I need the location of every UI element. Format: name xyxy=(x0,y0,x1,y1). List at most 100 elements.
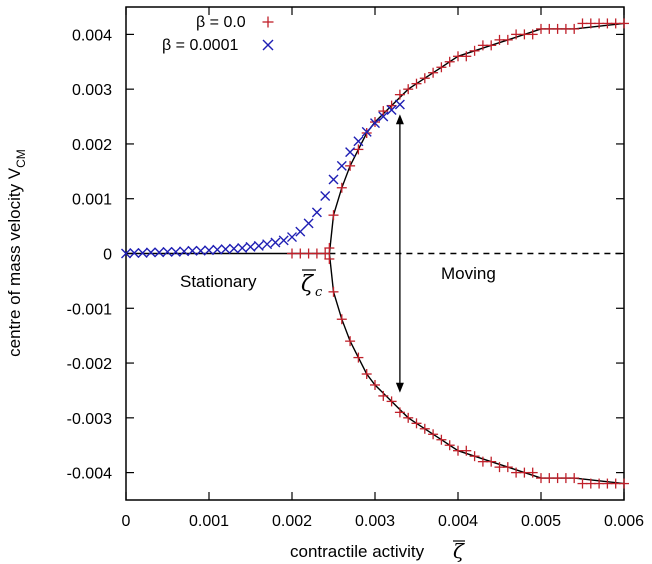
data-point-beta-00001 xyxy=(287,232,297,243)
data-point-beta-0 xyxy=(428,67,439,78)
data-point-beta-0 xyxy=(361,369,372,380)
data-point-beta-00001 xyxy=(295,226,306,237)
data-point-beta-0 xyxy=(336,314,347,325)
data-point-beta-00001 xyxy=(353,136,364,147)
data-point-beta-0 xyxy=(370,379,380,390)
y-axis-label-text: centre of mass velocity V xyxy=(5,167,24,357)
data-point-beta-00001 xyxy=(270,237,281,248)
data-point-beta-0 xyxy=(486,40,497,51)
data-point-beta-00001 xyxy=(170,246,181,257)
x-tick-label: 0.001 xyxy=(189,513,229,530)
y-tick-label: 0.003 xyxy=(72,82,112,99)
data-point-beta-00001 xyxy=(204,245,214,256)
legend: β = 0.0 β = 0.0001 xyxy=(162,14,274,54)
y-tick-label: -0.004 xyxy=(67,466,112,483)
data-point-beta-0 xyxy=(486,456,497,467)
data-point-beta-00001 xyxy=(245,241,256,252)
data-point-beta-00001 xyxy=(394,99,405,110)
data-point-beta-0 xyxy=(569,23,580,34)
y-axis-label-subscript: CM xyxy=(14,149,28,168)
data-point-beta-0 xyxy=(569,473,580,484)
data-point-beta-0 xyxy=(403,84,414,95)
data-point-beta-00001 xyxy=(262,239,273,250)
data-point-beta-0 xyxy=(386,396,397,407)
data-point-beta-0 xyxy=(436,62,447,73)
data-point-beta-0 xyxy=(411,418,422,429)
data-point-beta-0 xyxy=(345,160,356,171)
data-point-beta-00001 xyxy=(278,235,289,246)
data-point-beta-00001 xyxy=(237,243,248,254)
x-tick-label: 0.005 xyxy=(521,513,561,530)
y-axis-ticks: -0.004 -0.003 -0.002 -0.001 0 0.001 0.002 0.003… xyxy=(67,27,624,483)
data-point-beta-0 xyxy=(378,106,389,117)
y-tick-label: 0.002 xyxy=(72,137,112,154)
data-point-beta-0 xyxy=(619,18,629,29)
data-point-beta-0 xyxy=(345,336,356,347)
data-point-beta-00001 xyxy=(328,174,339,185)
data-point-beta-0 xyxy=(428,429,439,440)
x-axis-label: contractile activity ζ xyxy=(290,539,465,563)
y-tick-label: 0.001 xyxy=(72,192,112,209)
data-point-beta-0 xyxy=(336,182,347,193)
data-point-beta-00001 xyxy=(370,118,380,129)
data-point-beta-0 xyxy=(444,440,455,451)
data-point-beta-0 xyxy=(386,100,397,111)
data-point-beta-00001 xyxy=(187,245,198,256)
stationary-label: Stationary xyxy=(180,272,257,291)
y-tick-label: 0 xyxy=(103,247,112,264)
data-point-beta-00001 xyxy=(386,104,397,115)
x-axis-ticks: 0 0.001 0.002 0.003 0.004 0.005 0.006 xyxy=(122,7,644,530)
y-tick-label: -0.001 xyxy=(67,301,112,318)
data-point-beta-0 xyxy=(361,127,372,138)
data-point-beta-0 xyxy=(370,117,380,128)
data-point-beta-00001 xyxy=(228,243,239,254)
data-point-beta-00001 xyxy=(145,247,156,258)
x-tick-label: 0.004 xyxy=(438,513,478,530)
y-tick-label: -0.002 xyxy=(67,356,112,373)
data-point-beta-00001 xyxy=(336,160,347,171)
data-point-beta-00001 xyxy=(195,245,206,256)
data-point-beta-00001 xyxy=(378,111,389,122)
data-point-beta-0 xyxy=(320,248,331,259)
curve-moving-branch-lower- xyxy=(328,253,625,485)
data-point-beta-0 xyxy=(328,286,339,297)
legend-marker-beta-00001 xyxy=(262,39,274,51)
data-point-beta-0 xyxy=(469,45,480,56)
data-point-beta-0 xyxy=(394,89,405,100)
x-axis-label-zeta: ζ xyxy=(453,539,465,563)
data-points xyxy=(121,18,629,489)
data-point-beta-0 xyxy=(527,467,538,478)
legend-cross-marker xyxy=(262,39,274,51)
moving-label: Moving xyxy=(441,264,496,283)
x-tick-label: 0.006 xyxy=(604,513,644,530)
legend-label-beta-00001: β = 0.0001 xyxy=(162,37,238,54)
data-point-beta-00001 xyxy=(121,248,131,259)
data-point-beta-00001 xyxy=(212,244,223,255)
data-point-beta-0 xyxy=(444,56,455,67)
critical-point-label: ζ c xyxy=(301,269,323,300)
data-point-beta-00001 xyxy=(320,190,331,201)
data-point-beta-0 xyxy=(436,434,447,445)
data-point-beta-0 xyxy=(353,352,364,363)
data-point-beta-0 xyxy=(461,51,472,62)
data-point-beta-00001 xyxy=(220,244,231,255)
data-point-beta-0 xyxy=(353,144,364,155)
data-point-beta-00001 xyxy=(345,147,356,158)
data-point-beta-0 xyxy=(419,73,430,84)
data-point-beta-0 xyxy=(378,390,389,401)
x-tick-label: 0.002 xyxy=(272,513,312,530)
data-point-beta-0 xyxy=(419,423,430,434)
data-point-beta-00001 xyxy=(129,247,140,258)
data-point-beta-0 xyxy=(502,462,513,473)
data-point-beta-00001 xyxy=(162,246,173,257)
data-point-beta-00001 xyxy=(303,218,314,229)
legend-label-beta-0: β = 0.0 xyxy=(196,14,246,31)
legend-marker-beta-0 xyxy=(262,16,274,28)
y-tick-label: -0.003 xyxy=(67,411,112,428)
data-point-beta-0 xyxy=(411,78,422,89)
x-tick-label: 0 xyxy=(122,513,131,530)
data-point-beta-00001 xyxy=(253,240,264,251)
x-axis-label-text: contractile activity xyxy=(290,542,425,561)
data-point-beta-0 xyxy=(619,478,629,489)
